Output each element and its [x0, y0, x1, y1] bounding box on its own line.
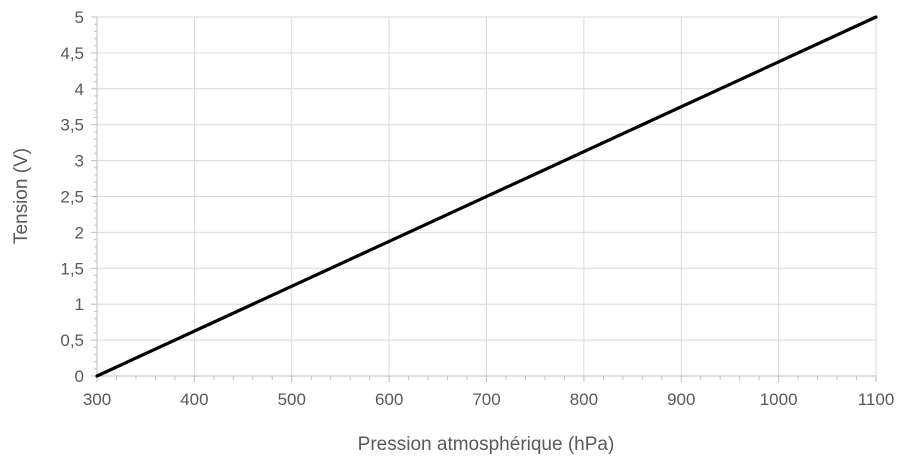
y-tick-label: 2: [75, 223, 84, 242]
y-tick-label: 2,5: [60, 188, 84, 207]
x-tick-label: 400: [180, 390, 208, 409]
x-axis-title: Pression atmosphérique (hPa): [358, 434, 615, 455]
y-tick-label: 4,5: [60, 44, 84, 63]
y-tick-label: 0: [75, 367, 84, 386]
series-line: [95, 15, 878, 378]
y-tick-label: 3,5: [60, 116, 84, 135]
x-tick-labels: 300 400 500 600 700 800 900 1000 1100: [83, 390, 894, 409]
x-tick-label: 700: [472, 390, 500, 409]
x-tick-label: 1100: [858, 390, 895, 409]
y-tick-label: 3: [75, 152, 84, 171]
x-tick-label: 600: [375, 390, 403, 409]
y-axis-title: Tension (V): [11, 148, 32, 244]
series-layer: [95, 15, 878, 378]
y-tick-label: 1: [75, 295, 84, 314]
x-tick-label: 500: [278, 390, 306, 409]
y-tick-label: 5: [75, 8, 84, 27]
y-tick-label: 0,5: [60, 331, 84, 350]
x-tick-label: 800: [570, 390, 598, 409]
y-tick-label: 4: [75, 80, 84, 99]
y-tick-label: 1,5: [60, 259, 84, 278]
x-tick-label: 300: [83, 390, 111, 409]
x-tick-label: 900: [667, 390, 695, 409]
x-tick-label: 1000: [760, 390, 798, 409]
axes: [91, 16, 877, 382]
y-tick-labels: 0 0,5 1 1,5 2 2,5 3 3,5 4 4,5 5: [60, 8, 84, 386]
